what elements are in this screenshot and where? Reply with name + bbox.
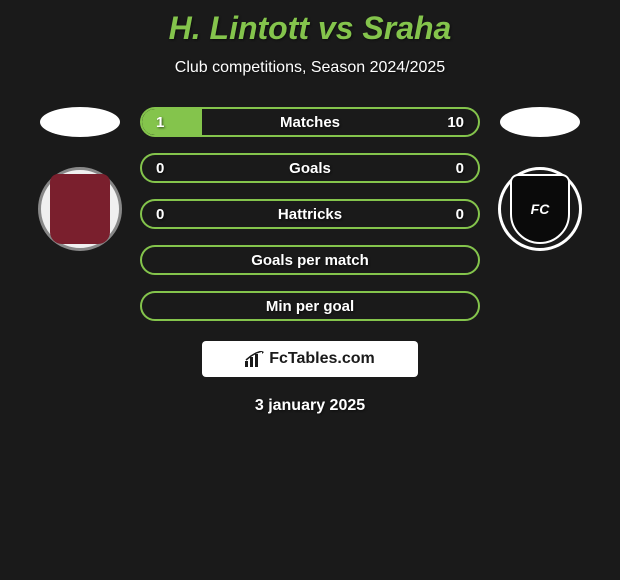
stat-label: Matches bbox=[280, 114, 340, 131]
stat-value-left: 1 bbox=[142, 114, 164, 131]
stat-value-left: 0 bbox=[142, 206, 164, 223]
stat-label: Hattricks bbox=[278, 206, 342, 223]
stat-value-right: 10 bbox=[447, 114, 478, 131]
player-left-column bbox=[20, 107, 140, 251]
date-label: 3 january 2025 bbox=[255, 397, 365, 415]
player-right-column: FC bbox=[480, 107, 600, 251]
stat-label: Min per goal bbox=[266, 298, 354, 315]
page-title: H. Lintott vs Sraha bbox=[169, 10, 452, 47]
watermark-text: FcTables.com bbox=[269, 350, 375, 368]
stat-value-right: 0 bbox=[456, 160, 478, 177]
stat-label: Goals bbox=[289, 160, 331, 177]
stat-bar-matches: 1 Matches 10 bbox=[140, 107, 480, 137]
stat-label: Goals per match bbox=[251, 252, 369, 269]
stat-value-right: 0 bbox=[456, 206, 478, 223]
club-badge-left bbox=[38, 167, 122, 251]
stat-bar-hattricks: 0 Hattricks 0 bbox=[140, 199, 480, 229]
chart-icon bbox=[245, 351, 265, 367]
stat-bar-goals: 0 Goals 0 bbox=[140, 153, 480, 183]
watermark[interactable]: FcTables.com bbox=[202, 341, 418, 377]
club-badge-right: FC bbox=[498, 167, 582, 251]
player-left-photo bbox=[40, 107, 120, 137]
stat-value-left: 0 bbox=[142, 160, 164, 177]
page-subtitle: Club competitions, Season 2024/2025 bbox=[175, 59, 445, 77]
stat-bar-goals-per-match: Goals per match bbox=[140, 245, 480, 275]
player-right-photo bbox=[500, 107, 580, 137]
club-crest-left bbox=[50, 174, 110, 244]
comparison-area: 1 Matches 10 0 Goals 0 0 Hattricks 0 Goa… bbox=[0, 107, 620, 321]
club-crest-right: FC bbox=[510, 174, 570, 244]
stats-column: 1 Matches 10 0 Goals 0 0 Hattricks 0 Goa… bbox=[140, 107, 480, 321]
comparison-container: H. Lintott vs Sraha Club competitions, S… bbox=[0, 0, 620, 580]
stat-bar-min-per-goal: Min per goal bbox=[140, 291, 480, 321]
